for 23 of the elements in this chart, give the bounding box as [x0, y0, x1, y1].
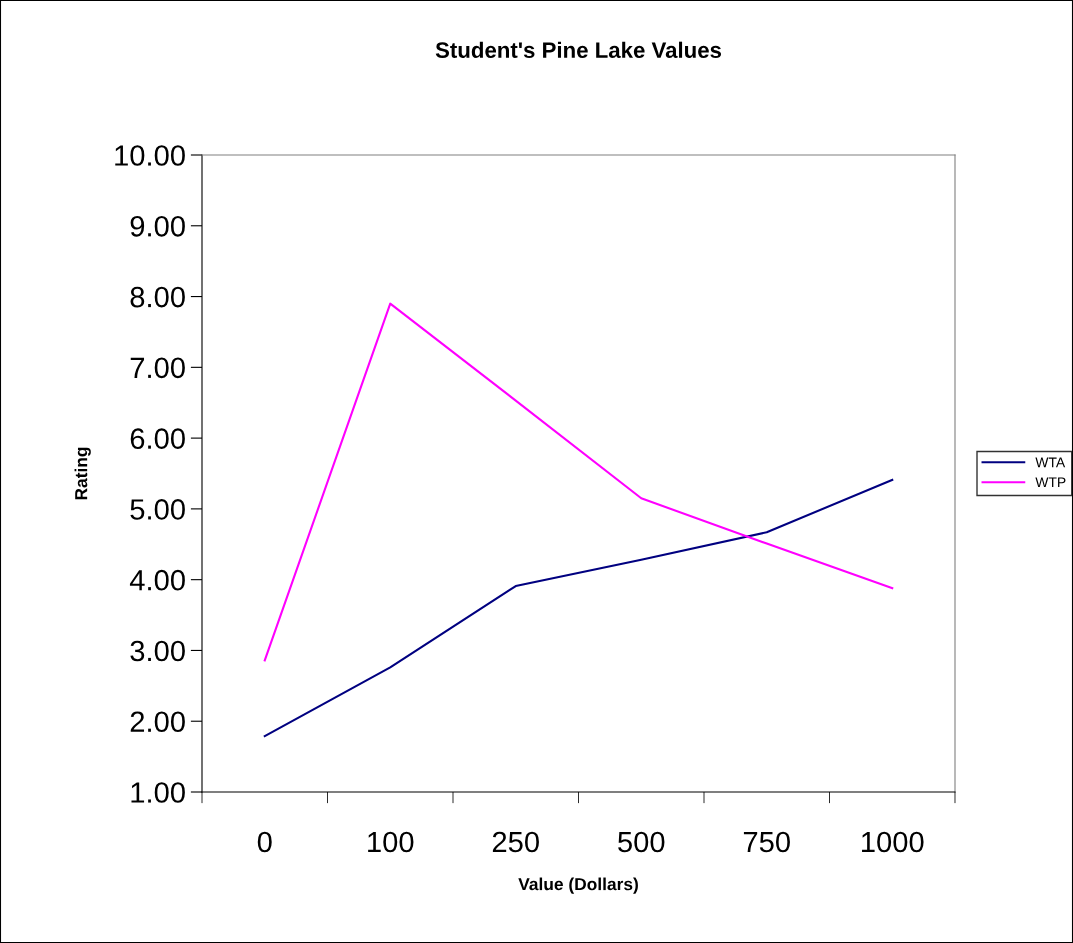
x-tick-label: 100: [368, 831, 414, 853]
y-axis-title: Rating: [74, 447, 91, 500]
x-tick-label: 1000: [862, 831, 924, 853]
x-tick-label: 0: [257, 831, 272, 853]
x-tick-label: 500: [618, 831, 665, 853]
y-tick-label: 2.00: [130, 711, 185, 733]
y-tick-label: 1.00: [131, 782, 185, 803]
y-tick-label: 5.00: [130, 499, 185, 520]
y-tick-label: 7.00: [130, 357, 185, 379]
y-tick-label: 10.00: [115, 145, 185, 166]
x-tick-label: 250: [492, 831, 539, 853]
y-tick-label: 3.00: [130, 640, 185, 662]
y-tick-label: 9.00: [130, 215, 185, 237]
x-axis-title: Value (Dollars): [518, 877, 638, 894]
y-tick-label: 8.00: [130, 286, 185, 308]
x-tick-label: 750: [743, 831, 790, 853]
legend-label: WTA: [1035, 457, 1066, 468]
y-tick-label: 6.00: [130, 428, 185, 449]
line-series: [263, 302, 894, 662]
chart-title: Student's Pine Lake Values: [435, 41, 722, 58]
line-series: [263, 478, 894, 738]
legend-label: WTP: [1035, 477, 1066, 488]
y-tick-label: 4.00: [129, 569, 185, 591]
